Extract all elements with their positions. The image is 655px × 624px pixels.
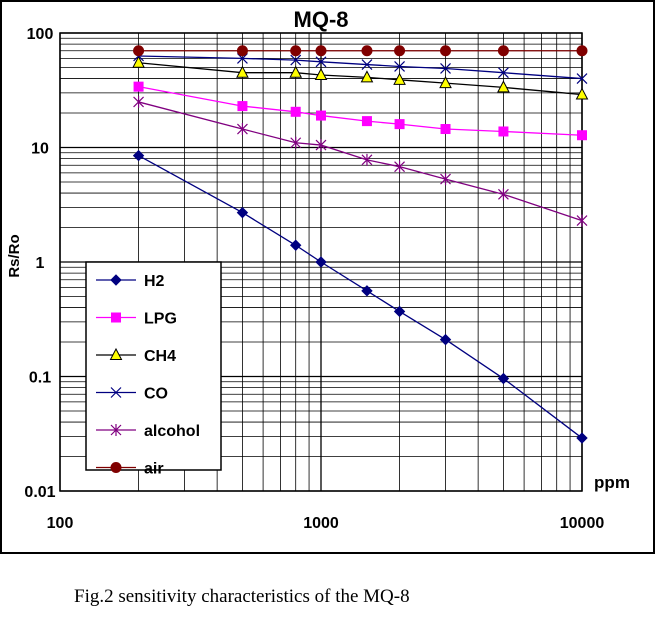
data-point-co: [394, 61, 405, 72]
figure-caption: Fig.2 sensitivity characteristics of the…: [74, 586, 410, 607]
data-point-air: [394, 45, 406, 57]
data-point-ch4: [497, 80, 510, 93]
data-point-air: [497, 45, 509, 57]
legend-entry-co: CO: [96, 386, 168, 403]
legend-label: alcohol: [144, 423, 200, 440]
data-point-h2: [576, 432, 588, 444]
legend-marker: [111, 312, 121, 323]
data-point-alcohol: [133, 95, 144, 108]
data-point-lpg: [237, 101, 248, 112]
chart: 100 1000 10000 100 10 1 0.1 0.01 MQ-8 Rs/Ro ppm…: [0, 0, 655, 554]
data-point-lpg: [316, 110, 326, 121]
data-point-h2: [439, 333, 452, 346]
data-point-lpg: [440, 124, 451, 135]
legend-marker: [109, 347, 123, 360]
data-point-co: [440, 63, 451, 74]
y-tick-label: 0.01: [24, 484, 55, 501]
y-tick-label: 0.1: [29, 370, 51, 387]
y-tick-label: 1: [36, 255, 45, 272]
chart-title: MQ-8: [294, 7, 349, 32]
data-point-h2: [361, 285, 373, 297]
legend: H2 LPG CH4 CO alcohol air: [85, 261, 222, 478]
x-tick-label: 1000: [303, 515, 339, 532]
legend-marker: [110, 462, 122, 473]
data-point-air: [440, 45, 452, 57]
data-point-lpg: [577, 130, 587, 141]
data-point-alcohol: [290, 136, 302, 149]
legend-label: air: [144, 461, 164, 478]
data-point-ch4: [289, 65, 303, 78]
data-point-air: [133, 45, 145, 57]
data-point-lpg: [394, 119, 405, 130]
data-point-h2: [236, 206, 249, 219]
legend-label: CO: [144, 386, 168, 403]
data-point-alcohol: [361, 153, 373, 166]
legend-entry-ch4: CH4: [96, 347, 176, 365]
data-point-co: [315, 56, 327, 68]
data-point-ch4: [575, 87, 589, 100]
x-axis-label: ppm: [594, 473, 630, 492]
series-ch4: [132, 55, 589, 100]
legend-marker: [110, 387, 122, 398]
data-point-ch4: [132, 55, 145, 68]
x-tick-label: 10000: [560, 515, 605, 532]
data-point-co: [290, 54, 302, 66]
data-point-alcohol: [394, 160, 405, 173]
data-point-co: [576, 73, 588, 84]
data-point-air: [315, 45, 327, 57]
series-lpg: [133, 81, 587, 141]
data-point-co: [498, 67, 509, 79]
data-point-co: [361, 59, 373, 70]
legend-entry-h2: H2: [96, 273, 165, 290]
data-point-ch4: [439, 76, 452, 89]
legend-entry-lpg: LPG: [96, 311, 177, 328]
y-axis-label: Rs/Ro: [6, 234, 23, 277]
data-point-air: [290, 45, 302, 57]
data-point-alcohol: [237, 123, 248, 136]
legend-marker: [110, 274, 122, 286]
legend-label: LPG: [144, 311, 177, 328]
data-point-ch4: [236, 65, 249, 78]
legend-label: H2: [144, 273, 165, 290]
legend-box: [85, 261, 222, 471]
data-point-h2: [289, 239, 302, 251]
data-point-air: [576, 45, 588, 57]
y-tick-label: 10: [31, 141, 49, 158]
data-point-h2: [132, 149, 145, 162]
data-point-alcohol: [440, 173, 451, 186]
data-point-h2: [315, 256, 327, 268]
data-point-ch4: [360, 70, 374, 83]
data-point-alcohol: [576, 214, 588, 227]
series-air: [133, 45, 588, 57]
data-point-ch4: [393, 72, 406, 85]
series-h2: [132, 149, 588, 444]
legend-label: CH4: [144, 348, 176, 365]
data-point-lpg: [133, 81, 144, 92]
legend-marker: [110, 424, 122, 436]
data-point-lpg: [498, 126, 509, 137]
data-point-air: [361, 45, 373, 57]
series-layer: [132, 45, 589, 444]
x-tick-label: 100: [47, 515, 74, 532]
tick-labels: 100 1000 10000 100 10 1 0.1 0.01: [24, 26, 604, 532]
legend-entry-alcohol: alcohol: [96, 423, 200, 440]
plot-area-border: [59, 32, 583, 492]
data-point-ch4: [314, 67, 328, 80]
data-point-air: [236, 45, 248, 57]
data-point-alcohol: [315, 139, 327, 152]
series-alcohol: [133, 95, 588, 227]
data-point-lpg: [290, 106, 301, 117]
data-point-alcohol: [498, 188, 509, 201]
data-point-lpg: [361, 116, 372, 127]
y-tick-label: 100: [27, 26, 54, 43]
data-point-h2: [497, 372, 510, 385]
legend-entry-air: air: [96, 461, 164, 478]
data-point-h2: [393, 305, 406, 318]
